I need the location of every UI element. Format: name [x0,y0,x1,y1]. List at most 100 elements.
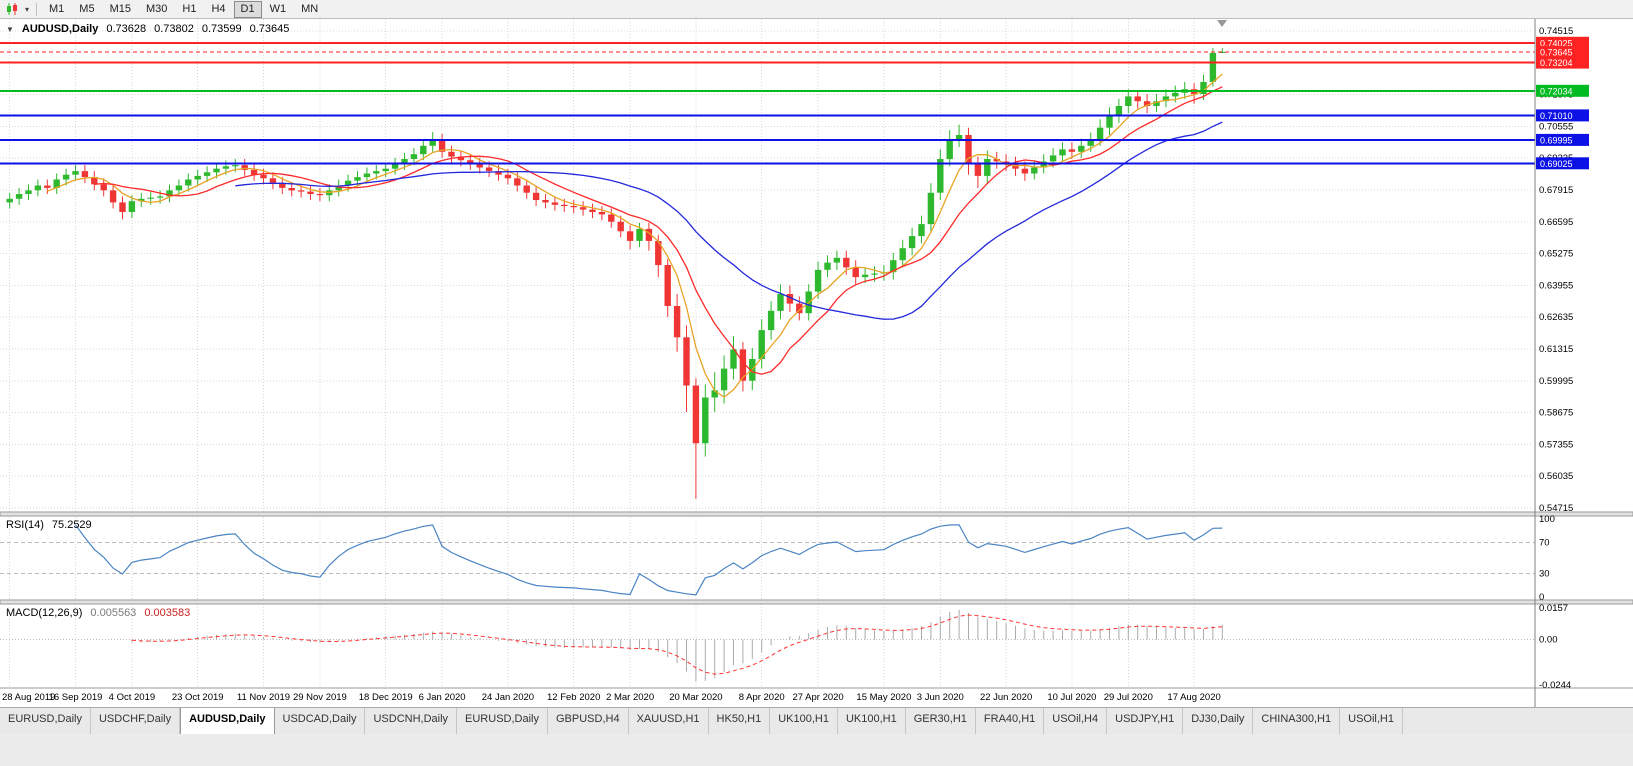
price-axis-label: 0.61315 [1539,344,1573,355]
chart-tab-usdchf-daily[interactable]: USDCHF,Daily [91,708,181,734]
macd-axis-label: 0.0157 [1539,603,1568,614]
chart-tab-eurusd-daily[interactable]: EURUSD,Daily [0,708,91,734]
rsi-pane-layer [0,524,1535,596]
price-axis-label: 0.66595 [1539,217,1573,228]
chart-tab-usoil-h1[interactable]: USOil,H1 [1340,708,1403,734]
price-badge-label: 0.69995 [1540,135,1573,145]
ohlc-open: 0.73628 [106,23,147,35]
date-axis-label: 15 May 2020 [856,692,911,703]
price-axis-label: 0.65275 [1539,249,1573,260]
chart-tab-audusd-daily[interactable]: AUDUSD,Daily [180,708,275,734]
date-axis-label: 22 Jun 2020 [980,692,1032,703]
timeframe-button-m5[interactable]: M5 [79,2,95,15]
chart-tab-usdcnh-daily[interactable]: USDCNH,Daily [365,708,458,734]
chart-dropdown-caret-icon[interactable]: ▾ [22,1,32,17]
rsi-axis-label: 100 [1539,514,1555,525]
window-filler [0,733,1633,766]
timeframe-button-mn[interactable]: MN [301,2,319,15]
price-axis-label: 0.70555 [1539,121,1573,132]
chart-tab-eurusd-daily[interactable]: EURUSD,Daily [457,708,548,734]
grid-layer [0,19,1533,688]
chart-tab-usdcad-daily[interactable]: USDCAD,Daily [275,708,366,734]
candles-layer [6,48,1226,499]
timeframe-button-h4[interactable]: H4 [211,2,226,15]
macd-signal-line [131,614,1223,675]
chart-tab-usdjpy-h1[interactable]: USDJPY,H1 [1107,708,1184,734]
date-axis-label: 10 Jul 2020 [1047,692,1096,703]
price-badge-label: 0.73204 [1540,58,1573,68]
chart-window: 0.745150.731950.718750.705550.692350.679… [0,19,1633,707]
chart-tab-china300-h1[interactable]: CHINA300,H1 [1253,708,1341,734]
date-axis-label: 3 Jun 2020 [917,692,964,703]
price-axis-label: 0.74515 [1539,26,1573,37]
price-axis-label: 0.57355 [1539,439,1573,450]
timeframe-button-d1[interactable]: D1 [233,0,262,18]
macd-name: MACD(12,26,9) [6,607,83,619]
rsi-axis-label: 0 [1539,592,1544,603]
moving-average-ma-fast [47,73,1223,398]
price-chart-canvas[interactable]: 0.745150.731950.718750.705550.692350.679… [0,19,1633,707]
ohlc-high: 0.73802 [154,23,194,35]
chart-tab-xauusd-h1[interactable]: XAUUSD,H1 [629,708,709,734]
axis-layer: 0.745150.731950.718750.705550.692350.679… [0,19,1633,707]
date-axis-label: 29 Nov 2019 [293,692,347,703]
top-toolbar: ▾ M1 M5 M15 M30 H1 H4 D1 W1 MN [0,0,1633,19]
toolbar-separator [36,2,37,16]
rsi-value: 75.2529 [51,519,92,531]
chart-shift-marker-icon[interactable] [1217,20,1227,27]
price-badge [1536,84,1589,97]
timeframe-button-w1[interactable]: W1 [269,2,287,15]
timeframe-button-h1[interactable]: H1 [182,2,197,15]
date-axis-label: 2 Mar 2020 [606,692,654,703]
chart-tab-hk50-h1[interactable]: HK50,H1 [709,708,771,734]
price-badge-label: 0.74025 [1540,38,1573,48]
date-axis-label: 29 Jul 2020 [1104,692,1153,703]
price-badge [1536,109,1589,122]
chart-tab-uk100-h1[interactable]: UK100,H1 [770,708,838,734]
ohlc-close: 0.73645 [249,23,290,35]
rsi-axis-label: 30 [1539,569,1550,580]
ohlc-low: 0.73599 [201,23,242,35]
chart-title: ▼ AUDUSD,Daily 0.73628 0.73802 0.73599 0… [6,23,289,35]
price-axis-label: 0.58675 [1539,408,1573,419]
timeframe-button-m1[interactable]: M1 [49,2,65,15]
horizontal-lines-layer [0,41,1535,165]
rsi-line [75,524,1223,596]
chart-tab-uk100-h1[interactable]: UK100,H1 [838,708,906,734]
date-axis-label: 28 Aug 2019 [2,692,55,703]
chart-tab-ger30-h1[interactable]: GER30,H1 [906,708,976,734]
chart-tab-dj30-daily[interactable]: DJ30,Daily [1183,708,1254,734]
macd-signal-value: 0.003583 [144,607,191,619]
date-axis-label: 4 Oct 2019 [109,692,155,703]
moving-average-ma-medium [94,86,1223,375]
moving-average-ma-slow [235,121,1223,320]
price-axis-label: 0.67915 [1539,185,1573,196]
date-axis-label: 12 Feb 2020 [547,692,600,703]
date-axis-label: 18 Dec 2019 [359,692,413,703]
chart-type-icon[interactable] [4,1,22,17]
pane-separator[interactable] [0,599,1633,605]
date-axis-label: 11 Nov 2019 [237,692,290,703]
pane-separator[interactable] [0,511,1633,517]
price-axis-label: 0.63955 [1539,280,1573,291]
date-axis-label: 6 Jan 2020 [419,692,466,703]
collapse-chart-icon[interactable]: ▼ [6,24,14,34]
price-badge-label: 0.72034 [1540,86,1573,96]
price-badge-label: 0.71010 [1540,111,1573,121]
date-axis-label: 17 Aug 2020 [1167,692,1220,703]
chart-tab-gbpusd-h4[interactable]: GBPUSD,H4 [548,708,629,734]
date-axis-label: 8 Apr 2020 [739,692,785,703]
caret-glyph: ▾ [24,4,29,14]
rsi-name: RSI(14) [6,519,44,531]
chart-tab-usoil-h4[interactable]: USOil,H4 [1044,708,1108,734]
rsi-indicator-label: RSI(14) 75.2529 [6,519,92,531]
timeframe-toolbar: M1 M5 M15 M30 H1 H4 D1 W1 MN [41,0,325,18]
macd-axis-label: 0.00 [1539,634,1558,645]
chart-tab-bar: EURUSD,Daily USDCHF,Daily AUDUSD,Daily USDC… [0,707,1633,734]
chart-tab-fra40-h1[interactable]: FRA40,H1 [976,708,1045,734]
candlestick-glyph-icon [7,3,17,15]
timeframe-button-m15[interactable]: M15 [109,2,131,15]
timeframe-button-m30[interactable]: M30 [145,2,168,15]
date-axis-label: 23 Oct 2019 [172,692,224,703]
